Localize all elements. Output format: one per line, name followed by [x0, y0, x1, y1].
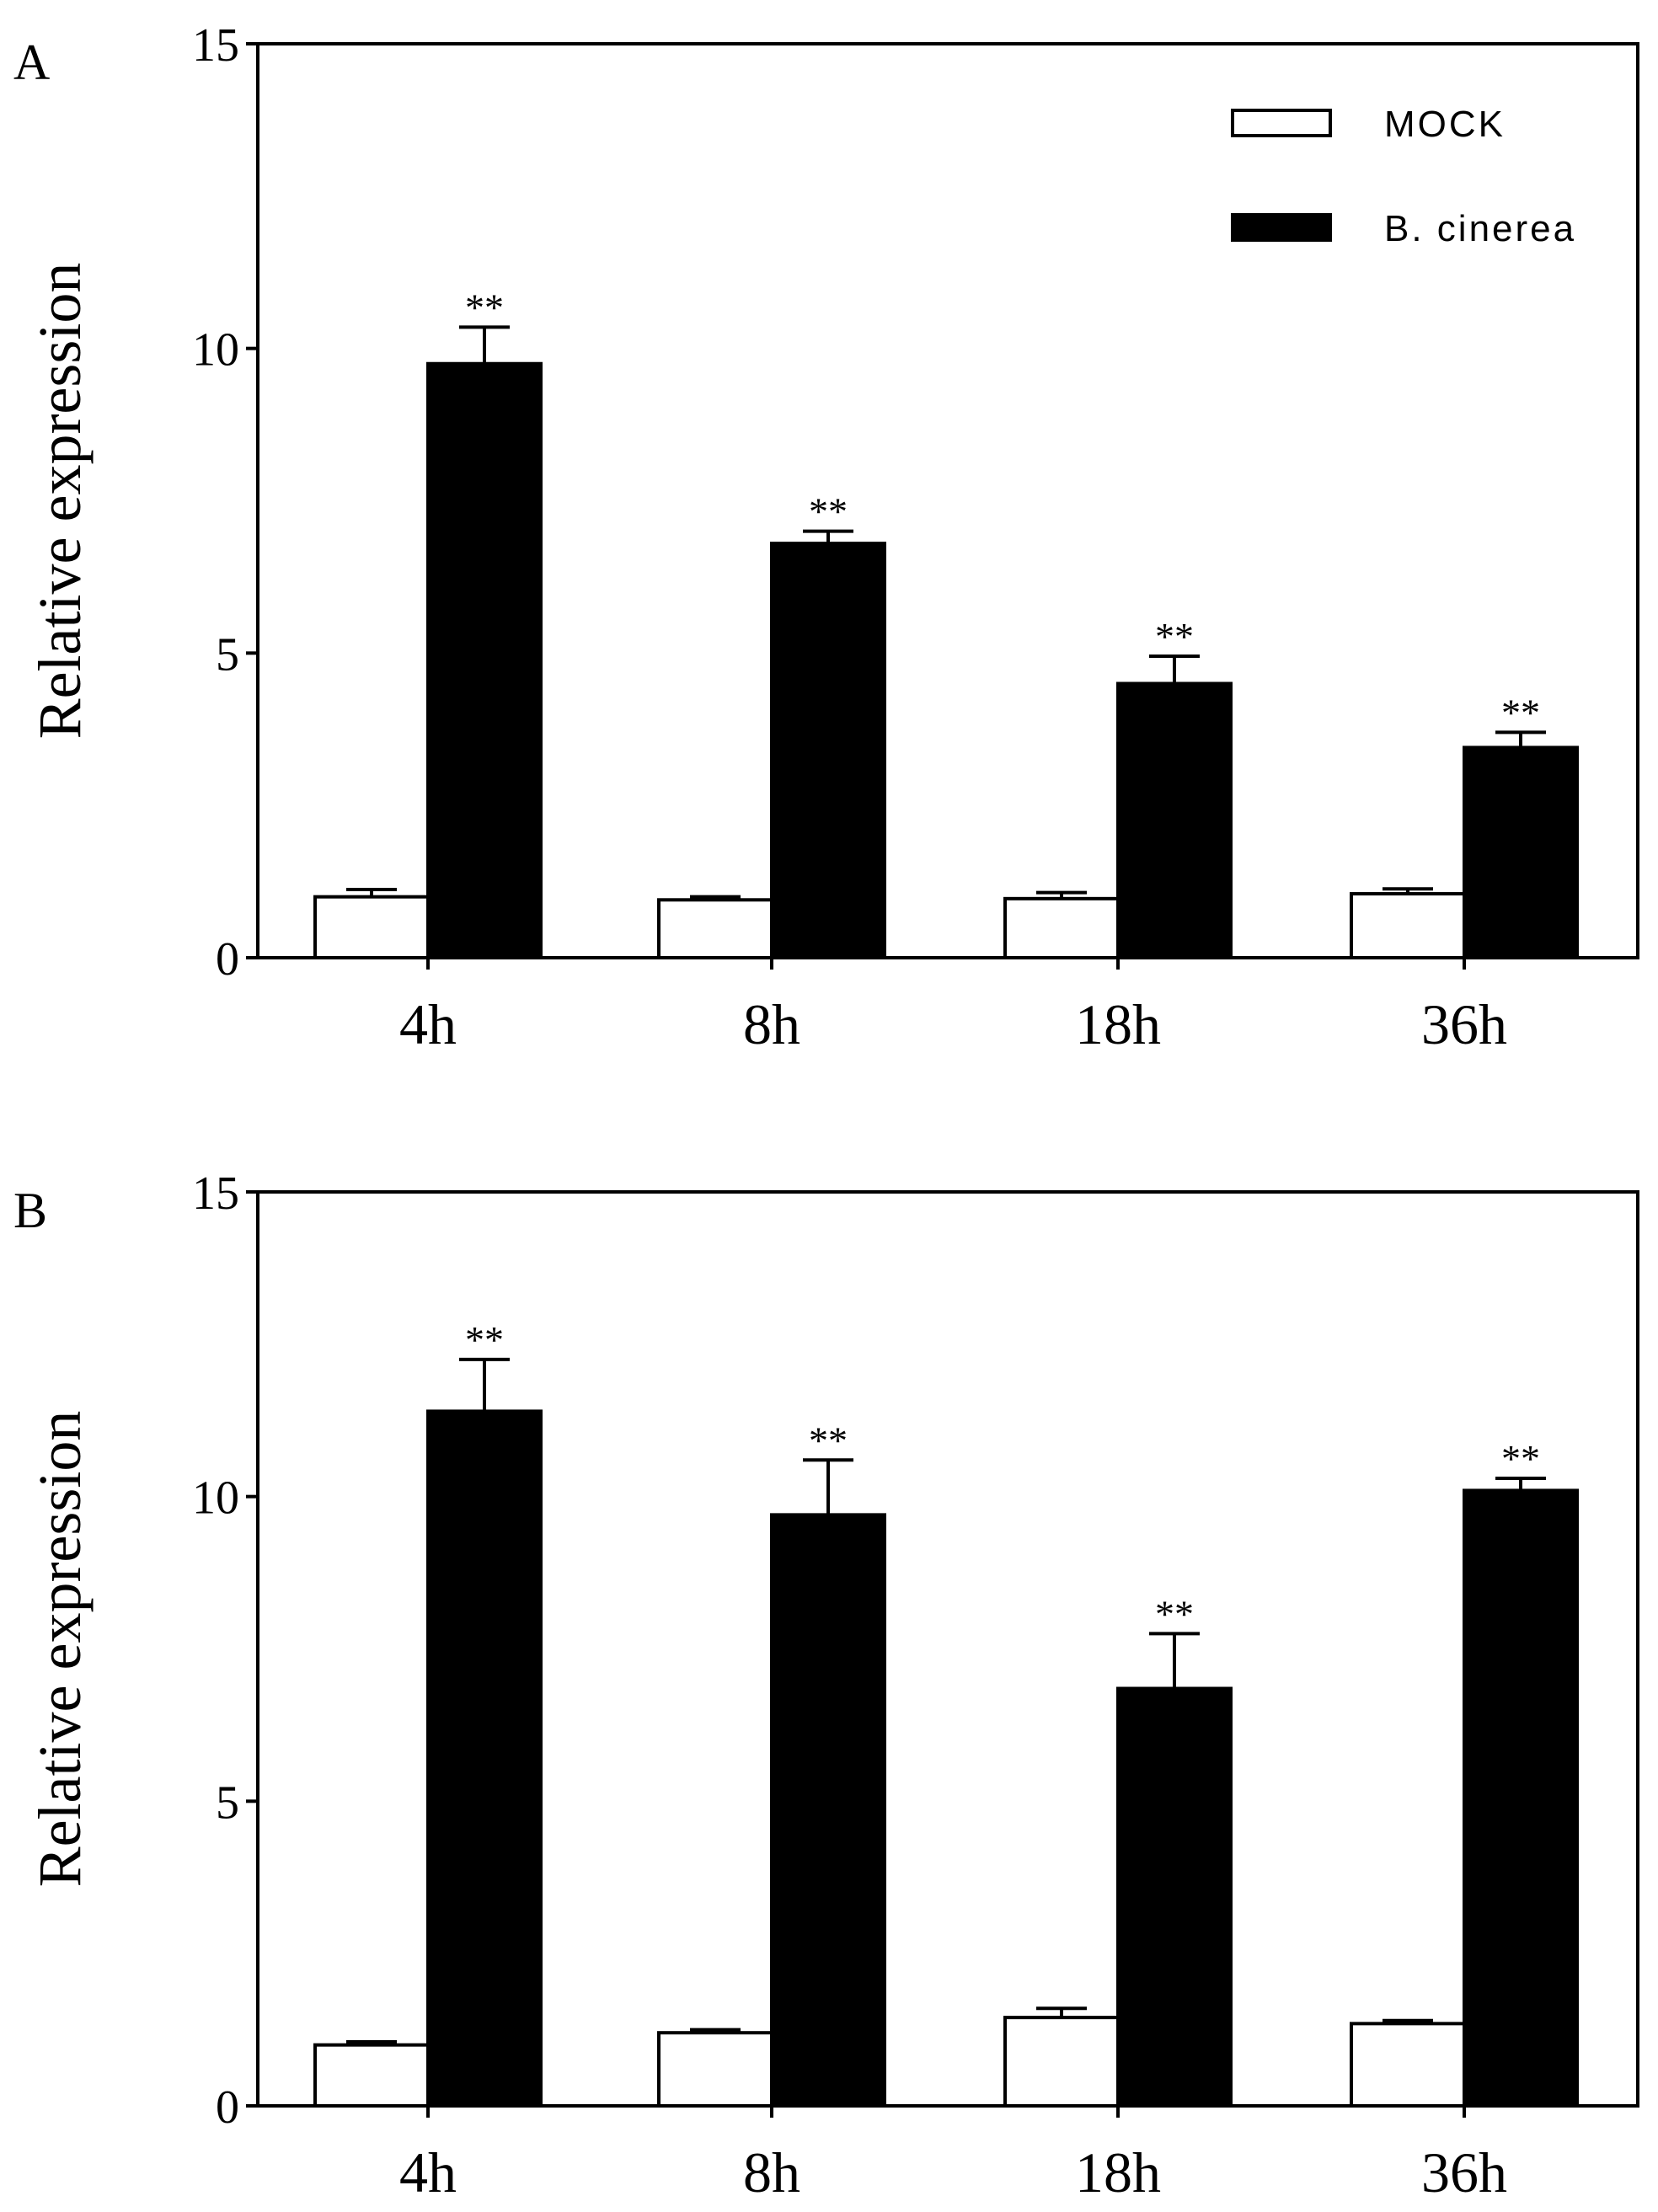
- plot-frame: [256, 42, 1639, 959]
- y-tick-label: 15: [192, 1167, 239, 1220]
- x-tick-label: 4h: [399, 992, 457, 1056]
- bar-b-cinerea-36h: [1463, 745, 1579, 960]
- significance-annotation: **: [1155, 1592, 1194, 1635]
- bar-b-cinerea-8h: [770, 542, 886, 960]
- x-tick-label: 8h: [743, 992, 800, 1056]
- y-tick-label: 0: [216, 933, 239, 986]
- chart-panel-b: B 0 5 10 15 Relative expression 4h 8h 18h 36h ** **…: [13, 1167, 1639, 2204]
- y-tick-label: 10: [192, 1472, 239, 1525]
- legend: MOCK B. cinerea: [1231, 104, 1576, 249]
- panel-label: A: [13, 35, 50, 90]
- legend-swatch-b-cinerea: [1231, 213, 1332, 242]
- bar-b-cinerea-36h: [1463, 1488, 1579, 2108]
- significance-annotation: **: [1155, 615, 1194, 658]
- significance-annotation: **: [809, 1419, 848, 1461]
- bar-mock-18h: [1003, 896, 1120, 959]
- bar-mock-36h: [1350, 892, 1466, 960]
- x-tick-label: 8h: [743, 2140, 800, 2204]
- bar-mock-18h: [1003, 2016, 1120, 2108]
- x-tick-label: 4h: [399, 2140, 457, 2204]
- bar-b-cinerea-18h: [1116, 1686, 1233, 2108]
- chart-panel-a: A 0 5 10 15 Relative expression 4h 8h 18h 36h ** **…: [13, 19, 1639, 1056]
- x-tick-label: 18h: [1075, 992, 1161, 1056]
- bar-mock-36h: [1350, 2022, 1466, 2108]
- bar-mock-8h: [657, 2031, 773, 2108]
- bar-b-cinerea-4h: [426, 361, 543, 959]
- y-tick-label: 15: [192, 19, 239, 72]
- y-axis-title: Relative expression: [26, 263, 94, 740]
- x-tick-label: 36h: [1421, 992, 1507, 1056]
- panel-label: B: [13, 1183, 47, 1238]
- significance-annotation: **: [465, 286, 504, 329]
- bar-mock-4h: [313, 895, 430, 959]
- bar-mock-8h: [657, 898, 773, 959]
- significance-annotation: **: [1501, 1437, 1540, 1480]
- legend-swatch-mock: [1231, 109, 1332, 137]
- plot-frame: [256, 1190, 1639, 2108]
- y-tick-label: 5: [216, 628, 239, 681]
- significance-annotation: **: [465, 1318, 504, 1361]
- y-tick-label: 10: [192, 324, 239, 377]
- significance-annotation: **: [809, 490, 848, 533]
- legend-label-b-cinerea: B. cinerea: [1384, 208, 1576, 249]
- y-axis-title: Relative expression: [26, 1411, 94, 1888]
- legend-label-mock: MOCK: [1384, 104, 1506, 145]
- bar-mock-4h: [313, 2043, 430, 2108]
- x-tick-label: 36h: [1421, 2140, 1507, 2204]
- y-tick-label: 5: [216, 1777, 239, 1829]
- bar-b-cinerea-18h: [1116, 681, 1233, 959]
- significance-annotation: **: [1501, 691, 1540, 734]
- x-tick-label: 18h: [1075, 2140, 1161, 2204]
- bar-b-cinerea-8h: [770, 1513, 886, 2108]
- bar-b-cinerea-4h: [426, 1409, 543, 2108]
- y-tick-label: 0: [216, 2081, 239, 2134]
